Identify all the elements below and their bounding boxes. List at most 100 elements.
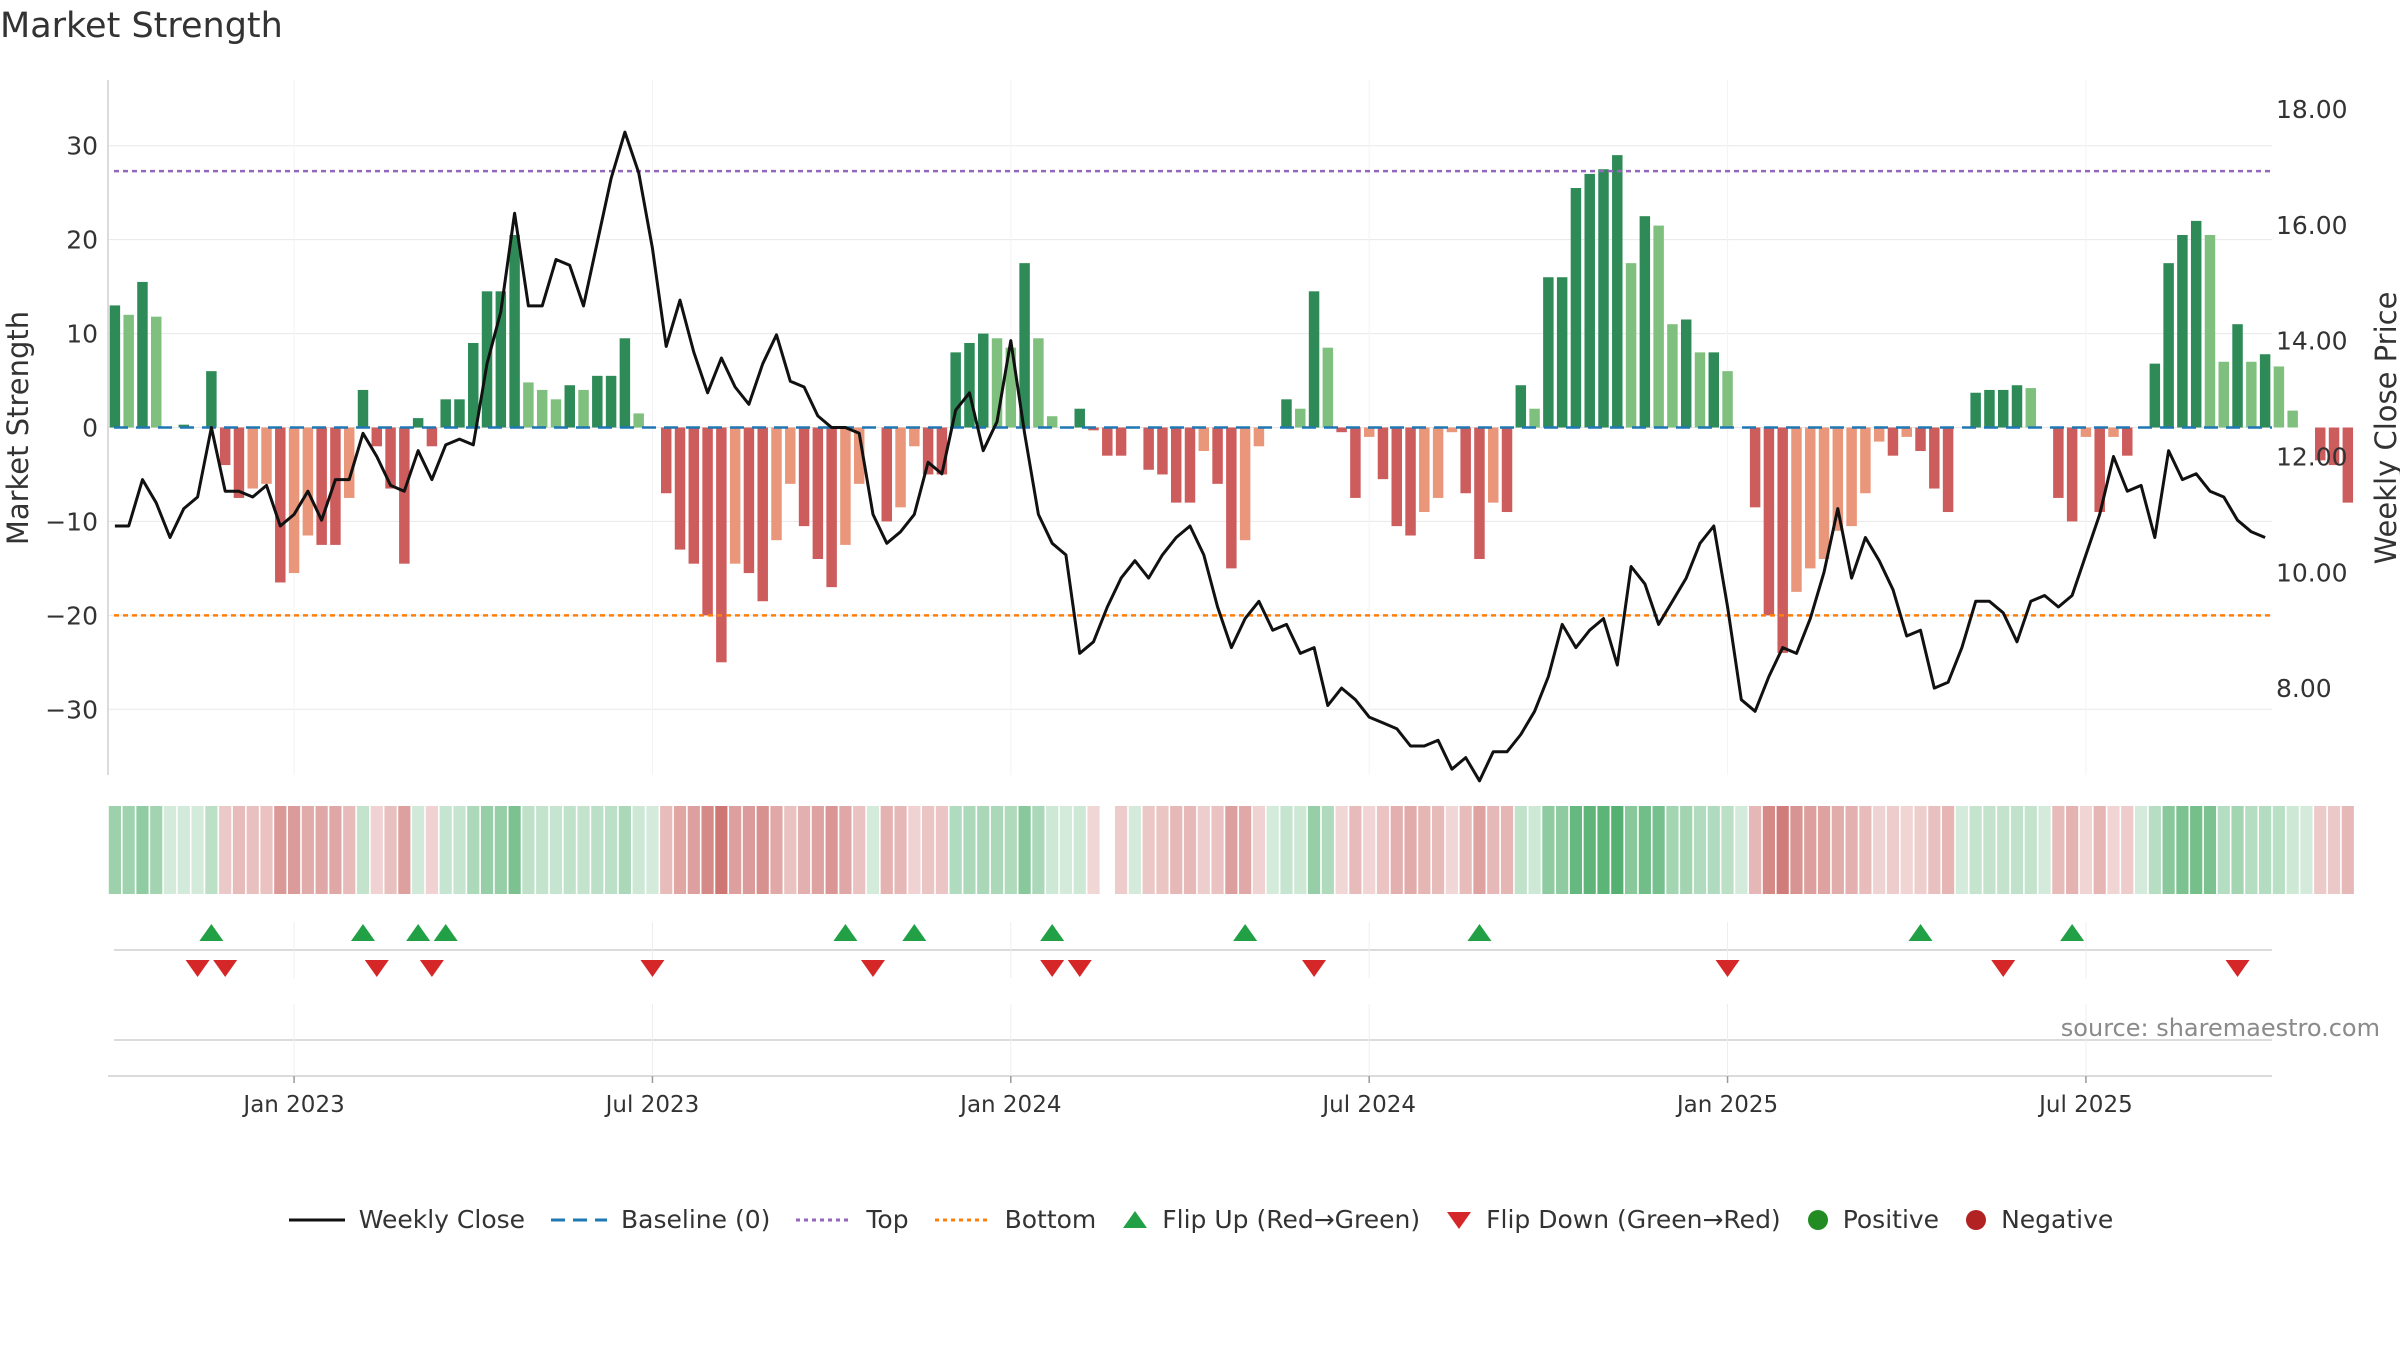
strength-bar — [288, 427, 300, 574]
legend-item-negative[interactable]: Negative — [1963, 1205, 2113, 1234]
legend-label: Bottom — [1004, 1205, 1097, 1234]
regime-cell — [274, 806, 287, 894]
axes-layer: −30 −20 −10 0 10 20 30 8.00 10.00 12.00 14.00 16.00… — [45, 80, 2348, 775]
regime-cell — [1487, 806, 1500, 894]
left-tick-label: 10 — [66, 320, 98, 349]
strength-bar — [716, 427, 727, 663]
flip-up-marker — [1467, 924, 1492, 941]
strength-bar — [1308, 291, 1320, 428]
circle-green-icon — [1807, 1209, 1828, 1230]
flip-down-marker — [2225, 960, 2250, 977]
strength-bar — [1529, 408, 1540, 428]
regime-cell — [1597, 806, 1610, 894]
legend-item-top[interactable]: Top — [794, 1205, 909, 1234]
strength-bar — [688, 427, 700, 564]
legend-item-flip-down[interactable]: Flip Down (Green→Red) — [1444, 1205, 1781, 1234]
flip-down-marker — [1302, 960, 1327, 977]
strength-bar — [1818, 427, 1830, 559]
strength-bar — [343, 427, 355, 498]
regime-cell — [301, 806, 314, 894]
strength-bar — [302, 427, 314, 536]
regime-cell — [811, 806, 824, 894]
strength-bar — [371, 427, 383, 447]
regime-cell — [108, 806, 121, 894]
legend-item-flip-up[interactable]: Flip Up (Red→Green) — [1120, 1205, 1420, 1234]
regime-cell — [205, 806, 218, 894]
strength-bar — [1777, 427, 1788, 653]
strength-bar — [1639, 216, 1651, 428]
legend-item-positive[interactable]: Positive — [1805, 1205, 1939, 1234]
strength-bar — [674, 427, 686, 550]
strength-bar — [1805, 427, 1816, 569]
strength-bar — [178, 424, 190, 428]
left-tick-label: 0 — [82, 414, 98, 443]
flip-up-marker — [406, 924, 431, 941]
strength-bar — [1322, 347, 1334, 428]
regime-cell — [1114, 806, 1128, 894]
regime-cell — [2079, 806, 2093, 894]
strength-bar — [1942, 427, 1954, 513]
regime-cell — [701, 806, 714, 894]
strength-bar — [1432, 427, 1444, 498]
regime-cell — [1087, 806, 1100, 894]
weekly-close-line — [114, 130, 2266, 783]
regime-cell — [1556, 806, 1569, 894]
regime-cell — [935, 806, 948, 894]
regime-cell — [1969, 806, 1982, 894]
strength-bar — [1584, 173, 1595, 428]
legend-label: Negative — [2001, 1205, 2114, 1234]
regime-cell — [1225, 806, 1238, 894]
chart-title: Market Strength — [0, 6, 283, 46]
strength-bar — [729, 427, 741, 564]
strength-bar — [1612, 155, 1623, 428]
legend-item-bottom[interactable]: Bottom — [933, 1205, 1097, 1234]
regime-cell — [191, 806, 204, 894]
strength-bar — [1239, 427, 1251, 541]
regime-cell — [1638, 806, 1651, 894]
regime-cell — [1914, 806, 1927, 894]
regime-cell — [605, 806, 618, 894]
flip-down-marker — [1067, 960, 1092, 977]
strength-bar — [1102, 427, 1113, 456]
flip-up-marker — [833, 924, 858, 941]
regime-cell — [1294, 806, 1307, 894]
strength-bar — [2204, 234, 2216, 428]
regime-cell — [2259, 806, 2272, 894]
strength-bar — [1722, 371, 1733, 428]
circle-red-icon — [1966, 1209, 1987, 1230]
strength-bar — [2273, 366, 2285, 428]
flip-down-marker — [419, 960, 444, 977]
strength-bar — [1460, 427, 1471, 494]
regime-cell — [1666, 806, 1679, 894]
strength-bar — [2011, 385, 2023, 428]
strength-bar — [853, 427, 865, 484]
strength-bar — [881, 427, 893, 522]
regime-cell — [1928, 806, 1941, 894]
strength-bar — [1474, 427, 1485, 559]
regime-cell — [150, 806, 163, 894]
x-tick-label: Jul 2023 — [604, 1092, 700, 1118]
strength-bar — [1653, 225, 1664, 428]
strength-bar — [1088, 427, 1099, 431]
legend-item-baseline[interactable]: Baseline (0) — [549, 1205, 770, 1234]
strength-bars — [109, 155, 2354, 663]
strength-bar — [1295, 408, 1306, 428]
strength-bar — [1749, 427, 1761, 508]
flip-up-marker — [1040, 924, 1065, 941]
strength-bar — [1625, 263, 1637, 428]
strength-bar — [909, 427, 920, 447]
flip-up-marker — [902, 924, 927, 941]
x-tick-label: Jan 2023 — [241, 1092, 344, 1118]
regime-cell — [2162, 806, 2175, 894]
flip-down-marker — [1991, 960, 2016, 977]
right-axis-label: Weekly Close Price — [2369, 292, 2400, 565]
strength-bar — [2342, 427, 2354, 503]
regime-cell — [577, 806, 590, 894]
right-tick-label: 16.00 — [2276, 211, 2348, 240]
regime-cell — [963, 806, 976, 894]
regime-cell — [563, 806, 576, 894]
flip-up-marker — [1908, 924, 1933, 941]
legend-item-weekly-close[interactable]: Weekly Close — [287, 1205, 525, 1234]
regime-cell — [2148, 806, 2161, 894]
regime-cell — [715, 806, 728, 894]
